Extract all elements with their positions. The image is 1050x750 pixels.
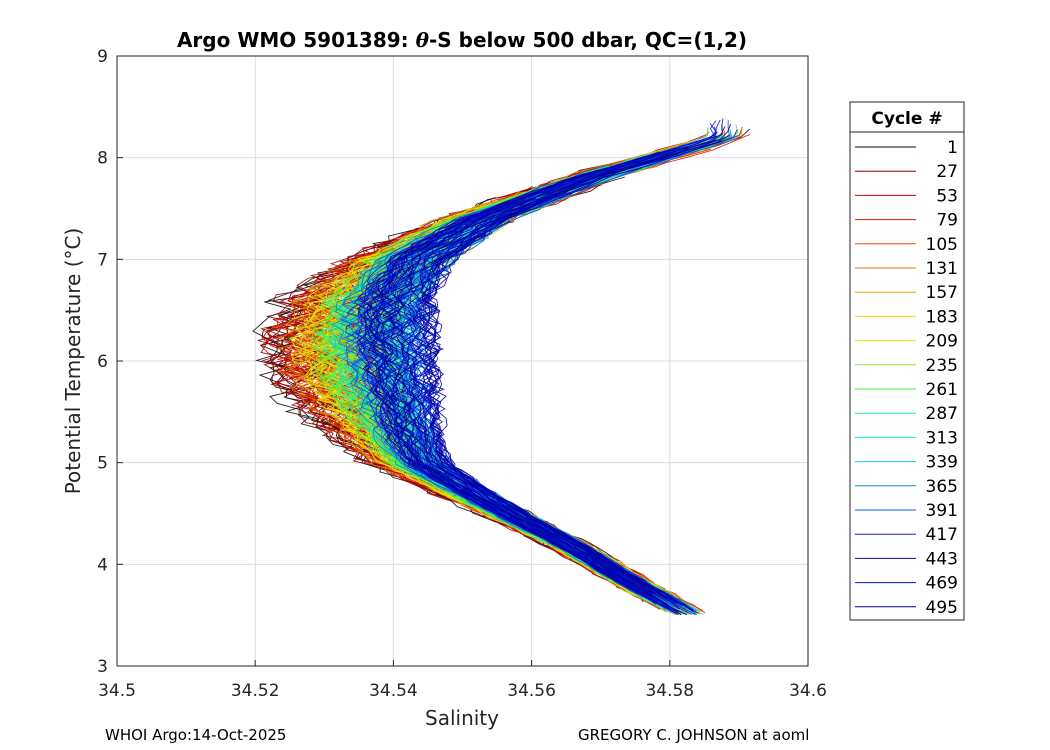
profile-line-cycle-495 bbox=[416, 153, 679, 593]
legend-box bbox=[849, 101, 965, 621]
x-tick-label: 34.54 bbox=[369, 681, 418, 701]
legend-label-261: 261 bbox=[926, 380, 958, 400]
y-tick-label: 9 bbox=[97, 47, 108, 67]
legend-label-53: 53 bbox=[936, 186, 958, 206]
x-tick-label: 34.58 bbox=[645, 681, 694, 701]
legend-label-1: 1 bbox=[947, 138, 958, 158]
legend-label-209: 209 bbox=[926, 332, 958, 352]
x-tick-label: 34.52 bbox=[231, 681, 280, 701]
footer-left-credit: WHOI Argo:14-Oct-2025 bbox=[105, 726, 287, 744]
profile-line-cycle-495 bbox=[388, 146, 688, 605]
series-group-cycle-495 bbox=[367, 123, 732, 615]
legend-label-105: 105 bbox=[926, 235, 958, 255]
legend-label-495: 495 bbox=[926, 598, 958, 618]
y-tick-label: 3 bbox=[97, 657, 108, 677]
legend-label-339: 339 bbox=[926, 453, 958, 473]
legend: Cycle # 1 27 53 79 105 131 157 183 209 235 261 287 3… bbox=[849, 101, 965, 621]
y-tick-label: 7 bbox=[97, 250, 108, 270]
profile-line-cycle-417 bbox=[345, 210, 639, 595]
profile-line-cycle-365 bbox=[331, 222, 656, 604]
footer-right-credit: GREGORY C. JOHNSON at aoml bbox=[578, 726, 810, 744]
profile-line-cycle-417 bbox=[412, 219, 698, 614]
y-tick-label: 4 bbox=[97, 555, 108, 575]
legend-label-313: 313 bbox=[926, 428, 958, 448]
y-tick-label: 5 bbox=[97, 454, 108, 474]
y-axis-label: Potential Temperature (°C) bbox=[61, 228, 85, 495]
x-tick-label: 34.6 bbox=[789, 681, 827, 701]
profile-line-cycle-495 bbox=[417, 188, 660, 593]
chart-title: Argo WMO 5901389: θ-S below 500 dbar, QC… bbox=[177, 28, 747, 52]
profile-line-cycle-443 bbox=[377, 159, 669, 606]
profile-line-cycle-495 bbox=[392, 198, 657, 598]
legend-title: Cycle # bbox=[871, 109, 942, 129]
legend-label-235: 235 bbox=[926, 356, 958, 376]
profile-line-cycle-27 bbox=[260, 211, 639, 596]
legend-label-131: 131 bbox=[926, 259, 958, 279]
profile-line-cycle-495 bbox=[367, 164, 637, 592]
profile-line-cycle-417 bbox=[400, 180, 661, 594]
x-tick-label: 34.56 bbox=[507, 681, 556, 701]
profile-line-cycle-469 bbox=[397, 150, 685, 604]
legend-label-157: 157 bbox=[926, 283, 958, 303]
profile-line-cycle-209 bbox=[349, 156, 670, 601]
legend-label-183: 183 bbox=[926, 307, 958, 327]
series-lines bbox=[252, 118, 751, 616]
legend-label-391: 391 bbox=[926, 501, 958, 521]
legend-label-443: 443 bbox=[926, 549, 958, 569]
legend-label-365: 365 bbox=[926, 477, 958, 497]
profile-line-cycle-495 bbox=[398, 139, 717, 595]
profile-line-cycle-495 bbox=[418, 140, 723, 604]
profile-line-cycle-391 bbox=[401, 212, 697, 614]
profile-line-cycle-495 bbox=[368, 147, 680, 603]
legend-label-79: 79 bbox=[936, 211, 958, 231]
x-tick-label: 34.5 bbox=[98, 681, 136, 701]
profile-line-cycle-495 bbox=[421, 202, 671, 600]
legend-label-27: 27 bbox=[936, 162, 958, 182]
profile-line-cycle-27 bbox=[257, 171, 632, 594]
profile-line-cycle-53 bbox=[260, 162, 640, 596]
y-tick-label: 6 bbox=[97, 352, 108, 372]
axis-ticks: 34.5 34.52 34.54 34.56 34.58 34.6 3 4 5 6 7 8 9 bbox=[97, 47, 827, 701]
legend-label-469: 469 bbox=[926, 574, 958, 594]
y-tick-label: 8 bbox=[97, 149, 108, 169]
legend-label-287: 287 bbox=[926, 404, 958, 424]
legend-label-417: 417 bbox=[926, 525, 958, 545]
x-axis-label: Salinity bbox=[425, 706, 499, 730]
profile-line-cycle-495 bbox=[378, 205, 682, 615]
profile-line-cycle-495 bbox=[407, 134, 731, 599]
profile-line-cycle-469 bbox=[380, 201, 687, 616]
profile-line-cycle-183 bbox=[290, 203, 647, 601]
profile-line-cycle-417 bbox=[396, 203, 697, 616]
